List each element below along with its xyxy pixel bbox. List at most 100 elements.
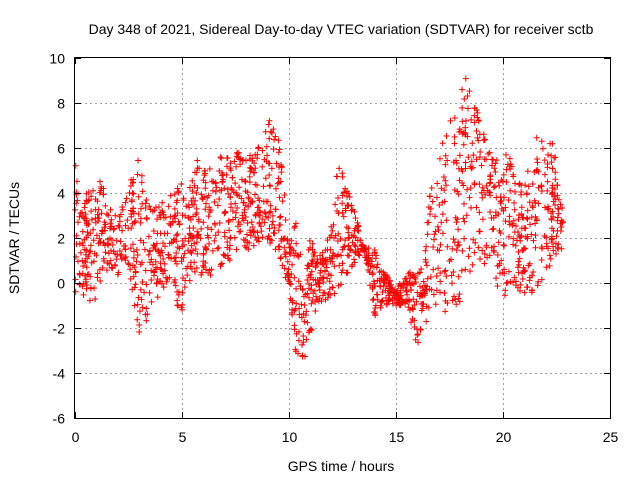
- data-point: [216, 167, 223, 174]
- data-point: [519, 247, 526, 254]
- data-point: [139, 278, 146, 285]
- data-point: [521, 268, 528, 275]
- data-point: [339, 192, 346, 199]
- data-point: [127, 266, 134, 273]
- data-point: [249, 199, 256, 206]
- data-point: [173, 232, 180, 239]
- data-point: [241, 206, 248, 213]
- data-point: [155, 247, 162, 254]
- data-point: [377, 304, 384, 311]
- data-point: [128, 225, 135, 232]
- data-point: [281, 244, 288, 251]
- data-point: [252, 212, 259, 219]
- data-point: [278, 254, 285, 261]
- data-point: [449, 297, 456, 304]
- data-point: [472, 239, 479, 246]
- data-point: [330, 221, 337, 228]
- data-point: [510, 235, 517, 242]
- data-point: [500, 171, 507, 178]
- data-point: [478, 162, 485, 169]
- data-point: [465, 154, 472, 161]
- data-point: [79, 257, 86, 264]
- data-point: [552, 196, 559, 203]
- data-point: [88, 193, 95, 200]
- data-point: [508, 163, 515, 170]
- data-point: [217, 263, 224, 270]
- data-point: [462, 117, 469, 124]
- data-point: [201, 193, 208, 200]
- data-point: [254, 204, 261, 211]
- data-point: [250, 242, 257, 249]
- data-point: [339, 200, 346, 207]
- data-point: [151, 207, 158, 214]
- data-point: [74, 197, 81, 204]
- data-point: [335, 282, 342, 289]
- data-point: [146, 248, 153, 255]
- data-point: [370, 296, 377, 303]
- data-point: [318, 275, 325, 282]
- data-point: [137, 219, 144, 226]
- data-point: [534, 156, 541, 163]
- data-point: [291, 322, 298, 329]
- data-point: [383, 300, 390, 307]
- data-point: [242, 177, 249, 184]
- data-point: [130, 254, 137, 261]
- data-point: [553, 250, 560, 257]
- data-point: [233, 153, 240, 160]
- data-point: [234, 204, 241, 211]
- data-point: [147, 206, 154, 213]
- data-point: [407, 273, 414, 280]
- data-point: [186, 225, 193, 232]
- data-point: [515, 258, 522, 265]
- data-point: [552, 169, 559, 176]
- data-point: [439, 230, 446, 237]
- y-tick-label: 8: [57, 96, 65, 112]
- data-point: [432, 213, 439, 220]
- data-point: [461, 218, 468, 225]
- data-point: [548, 225, 555, 232]
- data-point: [260, 183, 267, 190]
- data-point: [100, 185, 107, 192]
- data-point: [385, 287, 392, 294]
- data-point: [113, 256, 120, 263]
- data-point: [146, 289, 153, 296]
- x-tick-label: 25: [603, 429, 619, 445]
- data-point: [131, 219, 138, 226]
- data-point: [349, 206, 356, 213]
- data-point: [155, 204, 162, 211]
- data-point: [93, 232, 100, 239]
- data-point: [450, 269, 457, 276]
- data-point: [499, 269, 506, 276]
- data-point: [87, 297, 94, 304]
- data-point: [492, 169, 499, 176]
- data-point: [211, 220, 218, 227]
- data-point: [345, 242, 352, 249]
- data-point: [96, 178, 103, 185]
- data-point: [304, 319, 311, 326]
- data-point: [288, 237, 295, 244]
- data-point: [319, 249, 326, 256]
- data-point: [314, 296, 321, 303]
- data-point: [451, 239, 458, 246]
- data-point: [108, 223, 115, 230]
- data-point: [138, 172, 145, 179]
- data-point: [518, 204, 525, 211]
- data-point: [467, 185, 474, 192]
- data-point: [417, 283, 424, 290]
- data-point: [403, 281, 410, 288]
- data-point: [309, 260, 316, 267]
- data-point: [463, 212, 470, 219]
- data-point: [102, 202, 109, 209]
- data-point: [535, 184, 542, 191]
- data-point: [349, 239, 356, 246]
- data-point: [533, 217, 540, 224]
- data-point: [295, 253, 302, 260]
- data-point: [168, 239, 175, 246]
- data-point: [423, 286, 430, 293]
- x-tick-label: 5: [179, 429, 187, 445]
- data-point: [475, 244, 482, 251]
- data-point: [103, 211, 110, 218]
- data-point: [191, 240, 198, 247]
- data-point: [140, 239, 147, 246]
- data-point: [186, 277, 193, 284]
